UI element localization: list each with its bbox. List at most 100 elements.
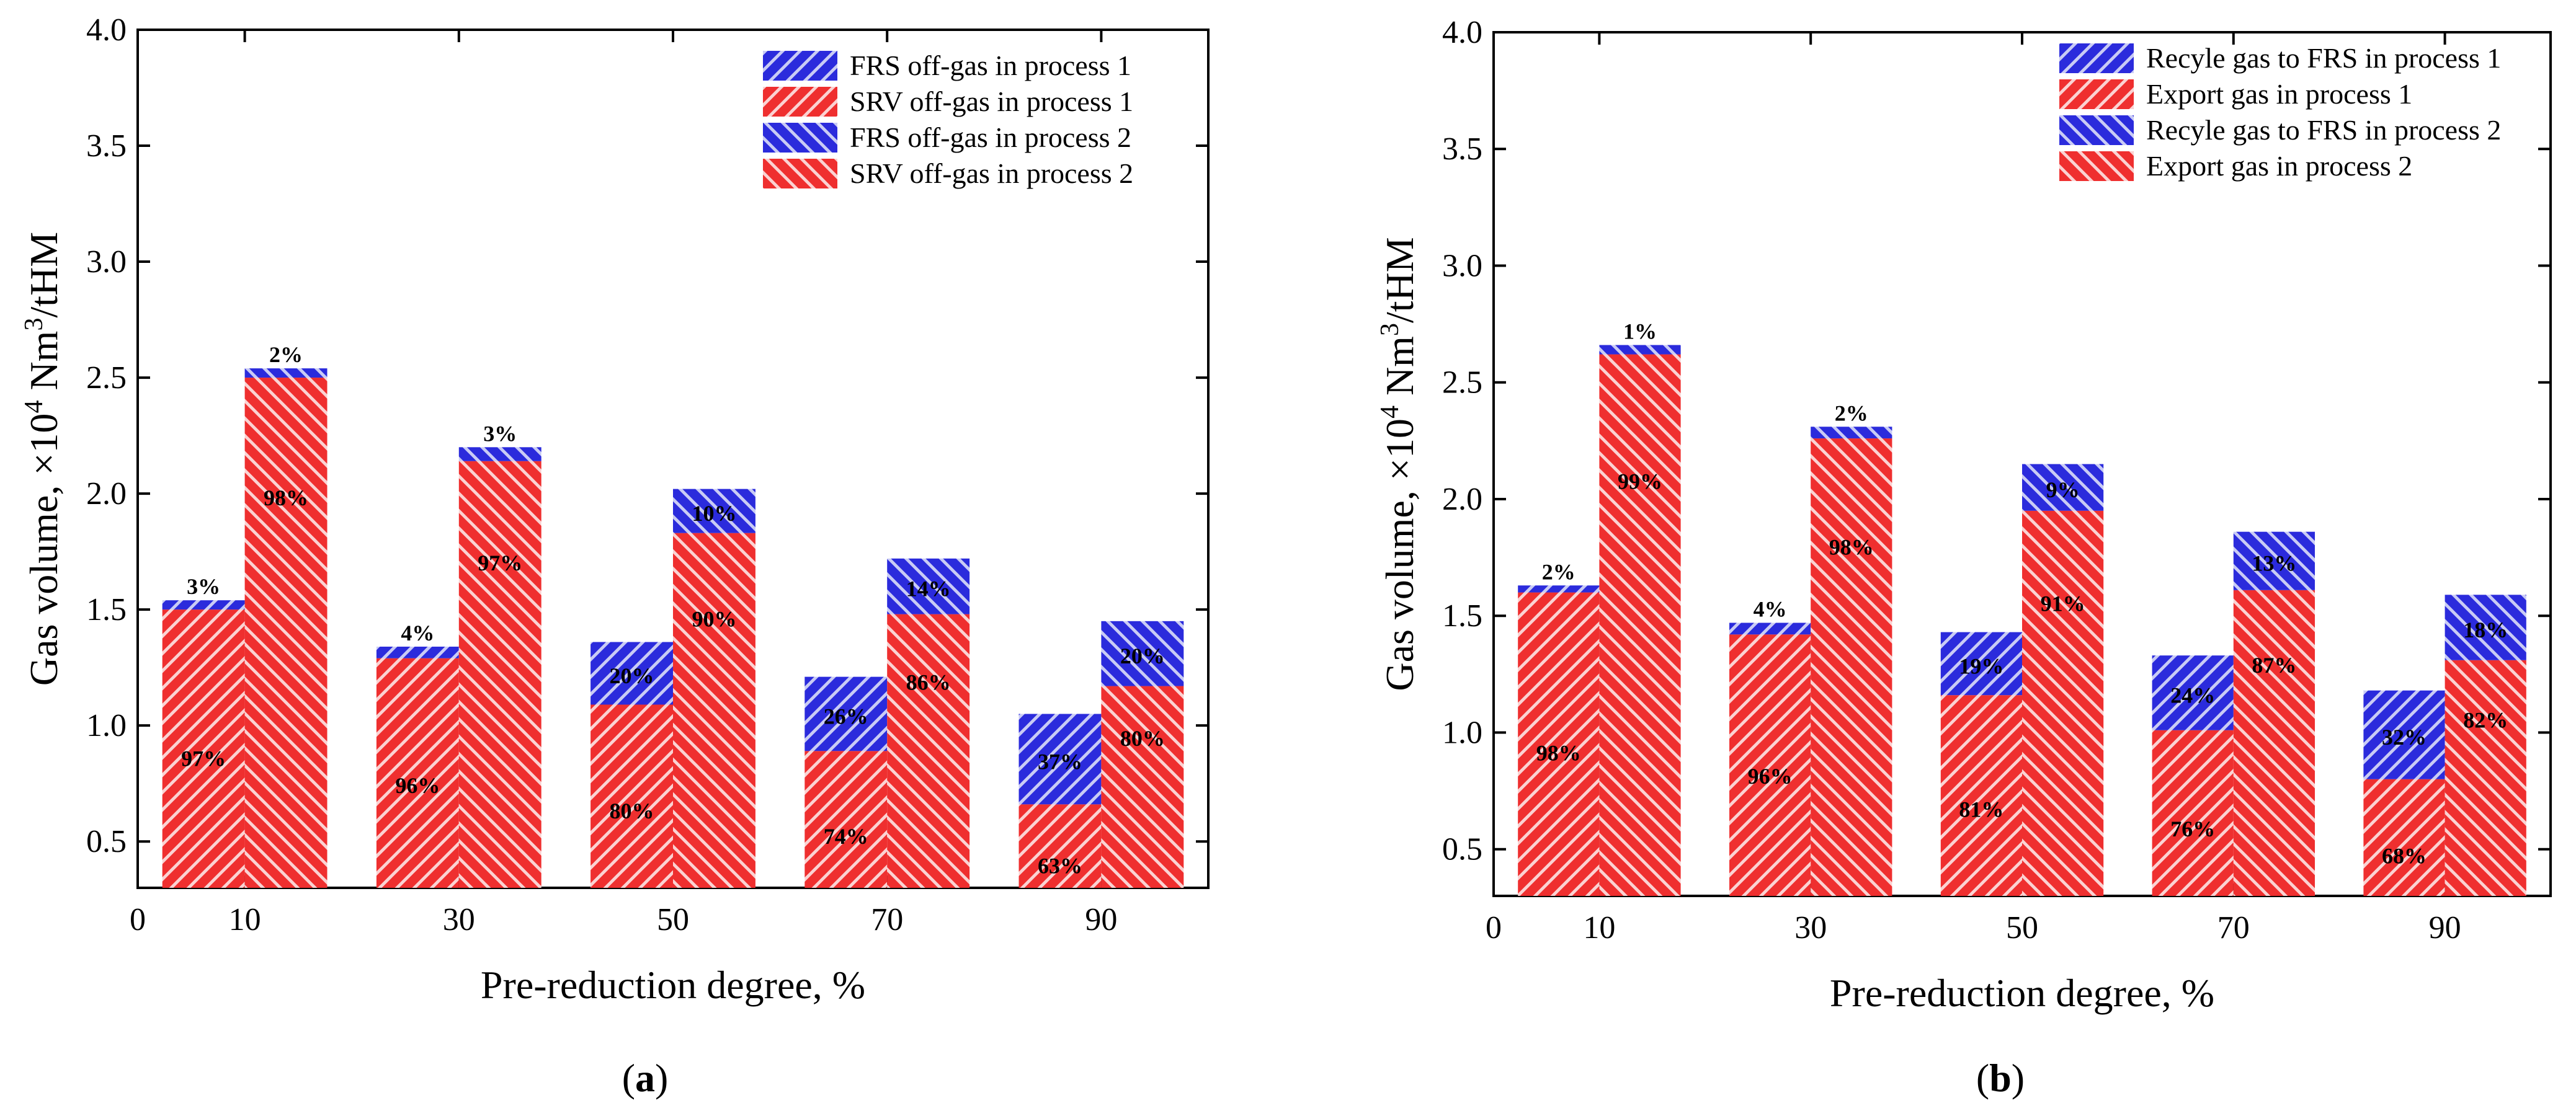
data-label-a: 80%	[610, 799, 654, 823]
y-tick-label-b: 1.5	[1442, 598, 1482, 634]
data-label-a: 63%	[1038, 853, 1082, 878]
bar-blue-a	[1018, 714, 1102, 805]
data-label-b: 13%	[2252, 551, 2296, 576]
data-label-a: 96%	[395, 773, 440, 798]
chart-a: 0.5 1.0 1.5 2.0 2.5 3.0 3.5 4.0 0 10 30 50 70 90 Pre-r…	[20, 12, 1210, 1007]
legend-label-a: FRS off-gas in process 2	[850, 122, 1131, 153]
x-axis-title-b: Pre-reduction degree, %	[1830, 971, 2214, 1015]
data-label-b: 2%	[1835, 401, 1868, 425]
y-tick-label-b: 2.5	[1442, 365, 1482, 401]
data-label-b: 82%	[2463, 707, 2508, 732]
bar-blue-b	[2152, 655, 2234, 730]
data-label-b: 68%	[2382, 843, 2427, 868]
x-tick-label-b: 0	[1486, 910, 1502, 946]
x-tick-label-b: 90	[2429, 910, 2461, 946]
x-tick-label-a: 10	[229, 902, 261, 937]
data-label-a: 80%	[1120, 726, 1165, 751]
y-tick-label-a: 3.0	[86, 244, 127, 280]
bar-blue-b	[1518, 585, 1600, 593]
legend-label-b: Recyle gas to FRS in process 2	[2146, 114, 2501, 146]
bar-blue-b	[1599, 345, 1681, 355]
legend-label-b: Export gas in process 1	[2146, 78, 2412, 110]
x-tick-label-b: 70	[2217, 910, 2250, 946]
y-tick-label-b: 3.5	[1442, 131, 1482, 167]
bar-blue-a	[673, 489, 755, 533]
data-label-a: 20%	[610, 663, 654, 688]
data-label-b: 9%	[2046, 477, 2080, 502]
bar-blue-b	[2022, 464, 2104, 511]
bar-red-a	[162, 609, 245, 888]
data-label-b: 32%	[2382, 725, 2427, 750]
data-label-b: 91%	[2041, 591, 2085, 616]
x-tick-label-b: 10	[1583, 910, 1615, 946]
bar-blue-b	[1811, 427, 1892, 439]
bar-blue-b	[2233, 531, 2315, 590]
x-tick-label-a: 0	[130, 902, 146, 937]
bar-red-a	[804, 751, 888, 888]
data-label-a: 97%	[478, 551, 522, 575]
bar-red-a	[244, 378, 328, 888]
bar-red-b	[1940, 695, 2022, 896]
bar-blue-b	[2363, 690, 2445, 779]
bar-red-a	[887, 614, 970, 888]
legend-label-b: Recyle gas to FRS in process 1	[2146, 42, 2501, 74]
bar-blue-a	[458, 447, 541, 461]
legend-swatch-b	[2059, 43, 2134, 73]
y-tick-label-b: 1.0	[1442, 715, 1482, 750]
data-label-b: 96%	[1748, 764, 1793, 789]
data-label-a: 14%	[906, 577, 951, 601]
bar-blue-a	[804, 676, 888, 751]
x-axis-title-a: Pre-reduction degree, %	[481, 963, 865, 1007]
y-tick-label-a: 2.5	[86, 360, 127, 396]
data-label-a: 97%	[181, 746, 226, 771]
data-label-a: 3%	[483, 421, 517, 446]
data-label-a: 10%	[692, 501, 736, 526]
legend-label-a: FRS off-gas in process 1	[850, 50, 1131, 81]
legend-swatch-a	[763, 123, 837, 153]
y-tick-label-b: 3.0	[1442, 248, 1482, 283]
y-tick-label-a: 2.0	[86, 476, 127, 512]
y-tick-label-a: 1.5	[86, 592, 127, 627]
bar-blue-a	[1101, 621, 1184, 686]
bar-blue-a	[591, 642, 673, 705]
bar-red-a	[458, 461, 541, 888]
bar-red-b	[2445, 660, 2526, 896]
legend-swatch-b	[2059, 115, 2134, 145]
data-label-b: 1%	[1623, 319, 1657, 343]
panel-label-a-letter: a	[635, 1056, 655, 1100]
bar-blue-a	[244, 368, 328, 378]
data-label-a: 90%	[692, 606, 736, 631]
bar-blue-a	[162, 600, 245, 610]
x-tick-label-a: 70	[871, 902, 903, 937]
x-tick-label-a: 30	[443, 902, 475, 937]
legend-label-a: SRV off-gas in process 2	[850, 157, 1133, 189]
data-label-b: 19%	[1959, 653, 2003, 678]
panel-label-b: (b)	[1976, 1056, 2025, 1100]
data-label-a: 3%	[187, 574, 220, 599]
data-label-b: 4%	[1754, 597, 1787, 622]
bar-red-b	[2363, 779, 2445, 896]
bar-red-a	[376, 658, 459, 888]
x-tick-label-a: 50	[657, 902, 689, 937]
legend-swatch-a	[763, 87, 837, 117]
y-tick-label-b: 2.0	[1442, 482, 1482, 517]
y-tick-label-b: 4.0	[1442, 15, 1482, 50]
bar-red-a	[591, 704, 673, 888]
panel-label-b-letter: b	[1989, 1056, 2012, 1100]
data-label-a: 26%	[824, 704, 868, 728]
legend-label-a: SRV off-gas in process 1	[850, 86, 1133, 117]
data-label-b: 87%	[2252, 653, 2296, 678]
y-tick-label-a: 3.5	[86, 128, 127, 164]
y-axis-title-a: Gas volume, ×104 Nm3/tHM	[20, 232, 66, 686]
bar-red-b	[2152, 730, 2234, 896]
data-label-a: 37%	[1038, 749, 1082, 774]
data-label-b: 98%	[1536, 741, 1581, 766]
bar-blue-a	[887, 558, 970, 614]
x-tick-label-a: 90	[1085, 902, 1117, 937]
bar-red-b	[1518, 592, 1600, 896]
bar-blue-b	[1729, 622, 1811, 635]
legend-label-b: Export gas in process 2	[2146, 150, 2412, 182]
bar-blue-b	[2445, 595, 2526, 660]
data-label-b: 98%	[1829, 534, 1874, 559]
